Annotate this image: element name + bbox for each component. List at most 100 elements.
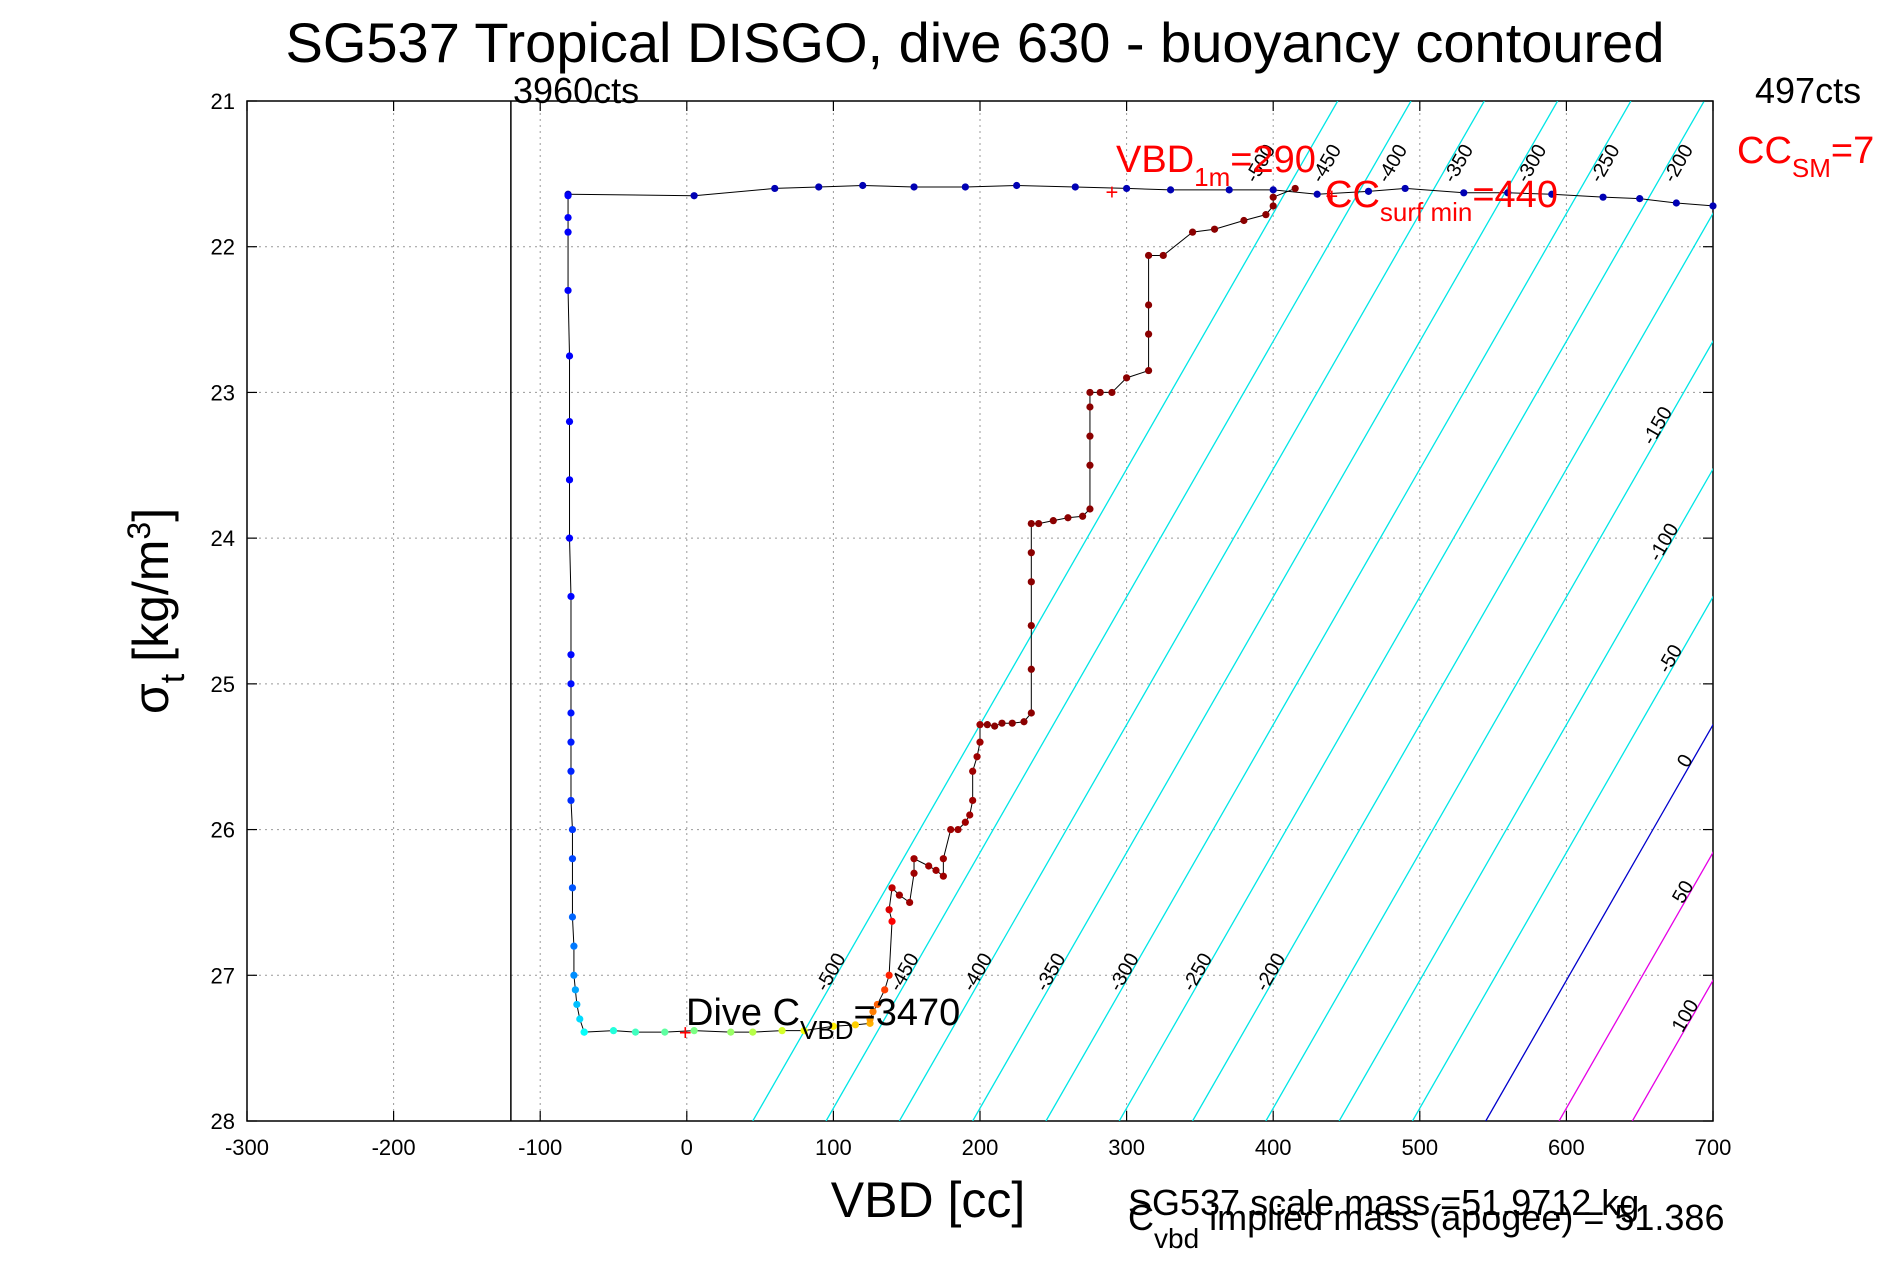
data-point-descent: [567, 796, 575, 805]
y-tick-label: 27: [211, 963, 235, 988]
data-point-ascent: [976, 721, 984, 729]
data-point-apogee: [727, 1028, 735, 1036]
data-point-ascent: [954, 825, 962, 834]
dive-c-marker: +: [679, 1020, 692, 1045]
data-point-ascent: [939, 855, 947, 863]
data-point-ascent: [1144, 366, 1153, 375]
data-point-apogee: [580, 1028, 588, 1036]
data-point-surface: [1504, 189, 1512, 197]
contour-line: [825, 101, 1412, 1121]
dive-c-vbd-annotation: Dive CVBD=3470: [686, 992, 960, 1045]
cts-left-label: 3960cts: [513, 70, 639, 111]
y-tick-label: 21: [211, 89, 235, 114]
data-point-ascent: [973, 753, 981, 761]
data-point-surface: [1672, 199, 1680, 207]
x-tick-label: -300: [225, 1135, 269, 1160]
data-point-ascent: [1123, 374, 1131, 382]
data-point-surface: [1269, 186, 1277, 194]
data-point-ascent: [925, 862, 933, 870]
data-point-ascent: [1269, 202, 1277, 210]
data-point-apogee: [749, 1028, 757, 1036]
contour-line: [1045, 101, 1632, 1121]
data-point-descent: [565, 534, 574, 542]
contour-line: [1265, 339, 1713, 1121]
grid-layer: [247, 101, 1713, 1121]
data-point-ascent: [1144, 301, 1153, 309]
data-point-descent: [567, 651, 575, 659]
data-point-descent: [570, 971, 578, 979]
data-point-ascent: [888, 917, 896, 925]
data-point-ascent: [998, 719, 1006, 727]
data-point-surface: [910, 183, 918, 191]
data-point-ascent: [1027, 621, 1035, 630]
data-point-ascent: [1027, 519, 1035, 528]
data-point-surface: [1123, 184, 1131, 193]
data-point-ascent: [1086, 461, 1094, 469]
data-point-surface: [771, 184, 779, 193]
data-point-ascent: [969, 796, 977, 805]
implied-mass-text: Cvbd implied mass (apogee) = 51.386: [1128, 1197, 1724, 1254]
data-point-descent: [567, 680, 575, 688]
data-point-ascent: [1210, 225, 1219, 233]
data-point-ascent: [1144, 251, 1153, 260]
data-point-ascent: [910, 869, 918, 877]
data-point-surface: [690, 192, 698, 200]
data-point-descent: [567, 767, 575, 775]
data-point-descent: [576, 1015, 584, 1023]
data-point-ascent: [961, 818, 969, 826]
data-point-descent: [568, 884, 577, 892]
data-point-ascent: [966, 811, 974, 819]
cc-surf-min-annotation: CCsurf min=440: [1325, 174, 1558, 227]
data-point-surface: [1071, 183, 1079, 191]
data-point-descent: [564, 228, 572, 236]
x-tick-label: 300: [1108, 1135, 1145, 1160]
data-point-ascent: [869, 1008, 877, 1016]
data-point-apogee: [609, 1027, 618, 1035]
contour-line: [1485, 723, 1713, 1121]
data-point-ascent: [1008, 719, 1016, 727]
data-point-apogee: [778, 1027, 786, 1035]
contour-line: [1118, 101, 1705, 1121]
data-point-surface: [1013, 181, 1021, 190]
data-point-descent: [568, 913, 577, 921]
x-tick-label: 500: [1401, 1135, 1438, 1160]
data-point-surface: [1364, 187, 1373, 195]
cc-surf-marker: +: [1325, 184, 1338, 209]
data-point-ascent: [1096, 388, 1104, 397]
data-point-ascent: [1086, 432, 1094, 440]
cc-sm-annotation: CCSM=7: [1737, 130, 1874, 183]
x-tick-label: 100: [815, 1135, 852, 1160]
data-point-surface: [1599, 193, 1607, 201]
series-line-ascent: [869, 187, 1296, 1020]
data-point-surface: [961, 183, 969, 191]
data-point-ascent: [1269, 193, 1277, 201]
data-point-descent: [573, 1000, 581, 1009]
data-point-ascent: [1086, 388, 1094, 397]
data-point-ascent: [1027, 665, 1035, 673]
data-point-descent: [567, 738, 575, 746]
data-point-ascent: [932, 866, 940, 874]
data-point-ascent: [1159, 251, 1167, 260]
x-tick-label: 700: [1695, 1135, 1732, 1160]
data-point-ascent: [983, 721, 991, 729]
data-point-ascent: [1086, 403, 1094, 411]
y-tick-label: 23: [211, 380, 235, 405]
data-point-ascent: [1079, 512, 1087, 520]
x-tick-label: 600: [1548, 1135, 1585, 1160]
series-layer: + + +: [564, 179, 1717, 1045]
data-point-descent: [567, 709, 575, 717]
data-point-ascent: [1144, 330, 1153, 338]
contour-line: [1192, 212, 1713, 1121]
data-point-surface: [1709, 202, 1717, 210]
data-point-surface: [815, 183, 823, 191]
data-point-apogee: [631, 1028, 640, 1036]
data-point-ascent: [1108, 388, 1116, 397]
data-point-descent: [568, 855, 577, 863]
data-point-ascent: [885, 971, 893, 979]
y-tick-label: 26: [211, 818, 235, 843]
data-point-ascent: [1086, 505, 1094, 513]
contour-line: [752, 101, 1339, 1121]
x-axis-label: VBD [cc]: [831, 1172, 1025, 1228]
data-point-ascent: [873, 1000, 881, 1009]
